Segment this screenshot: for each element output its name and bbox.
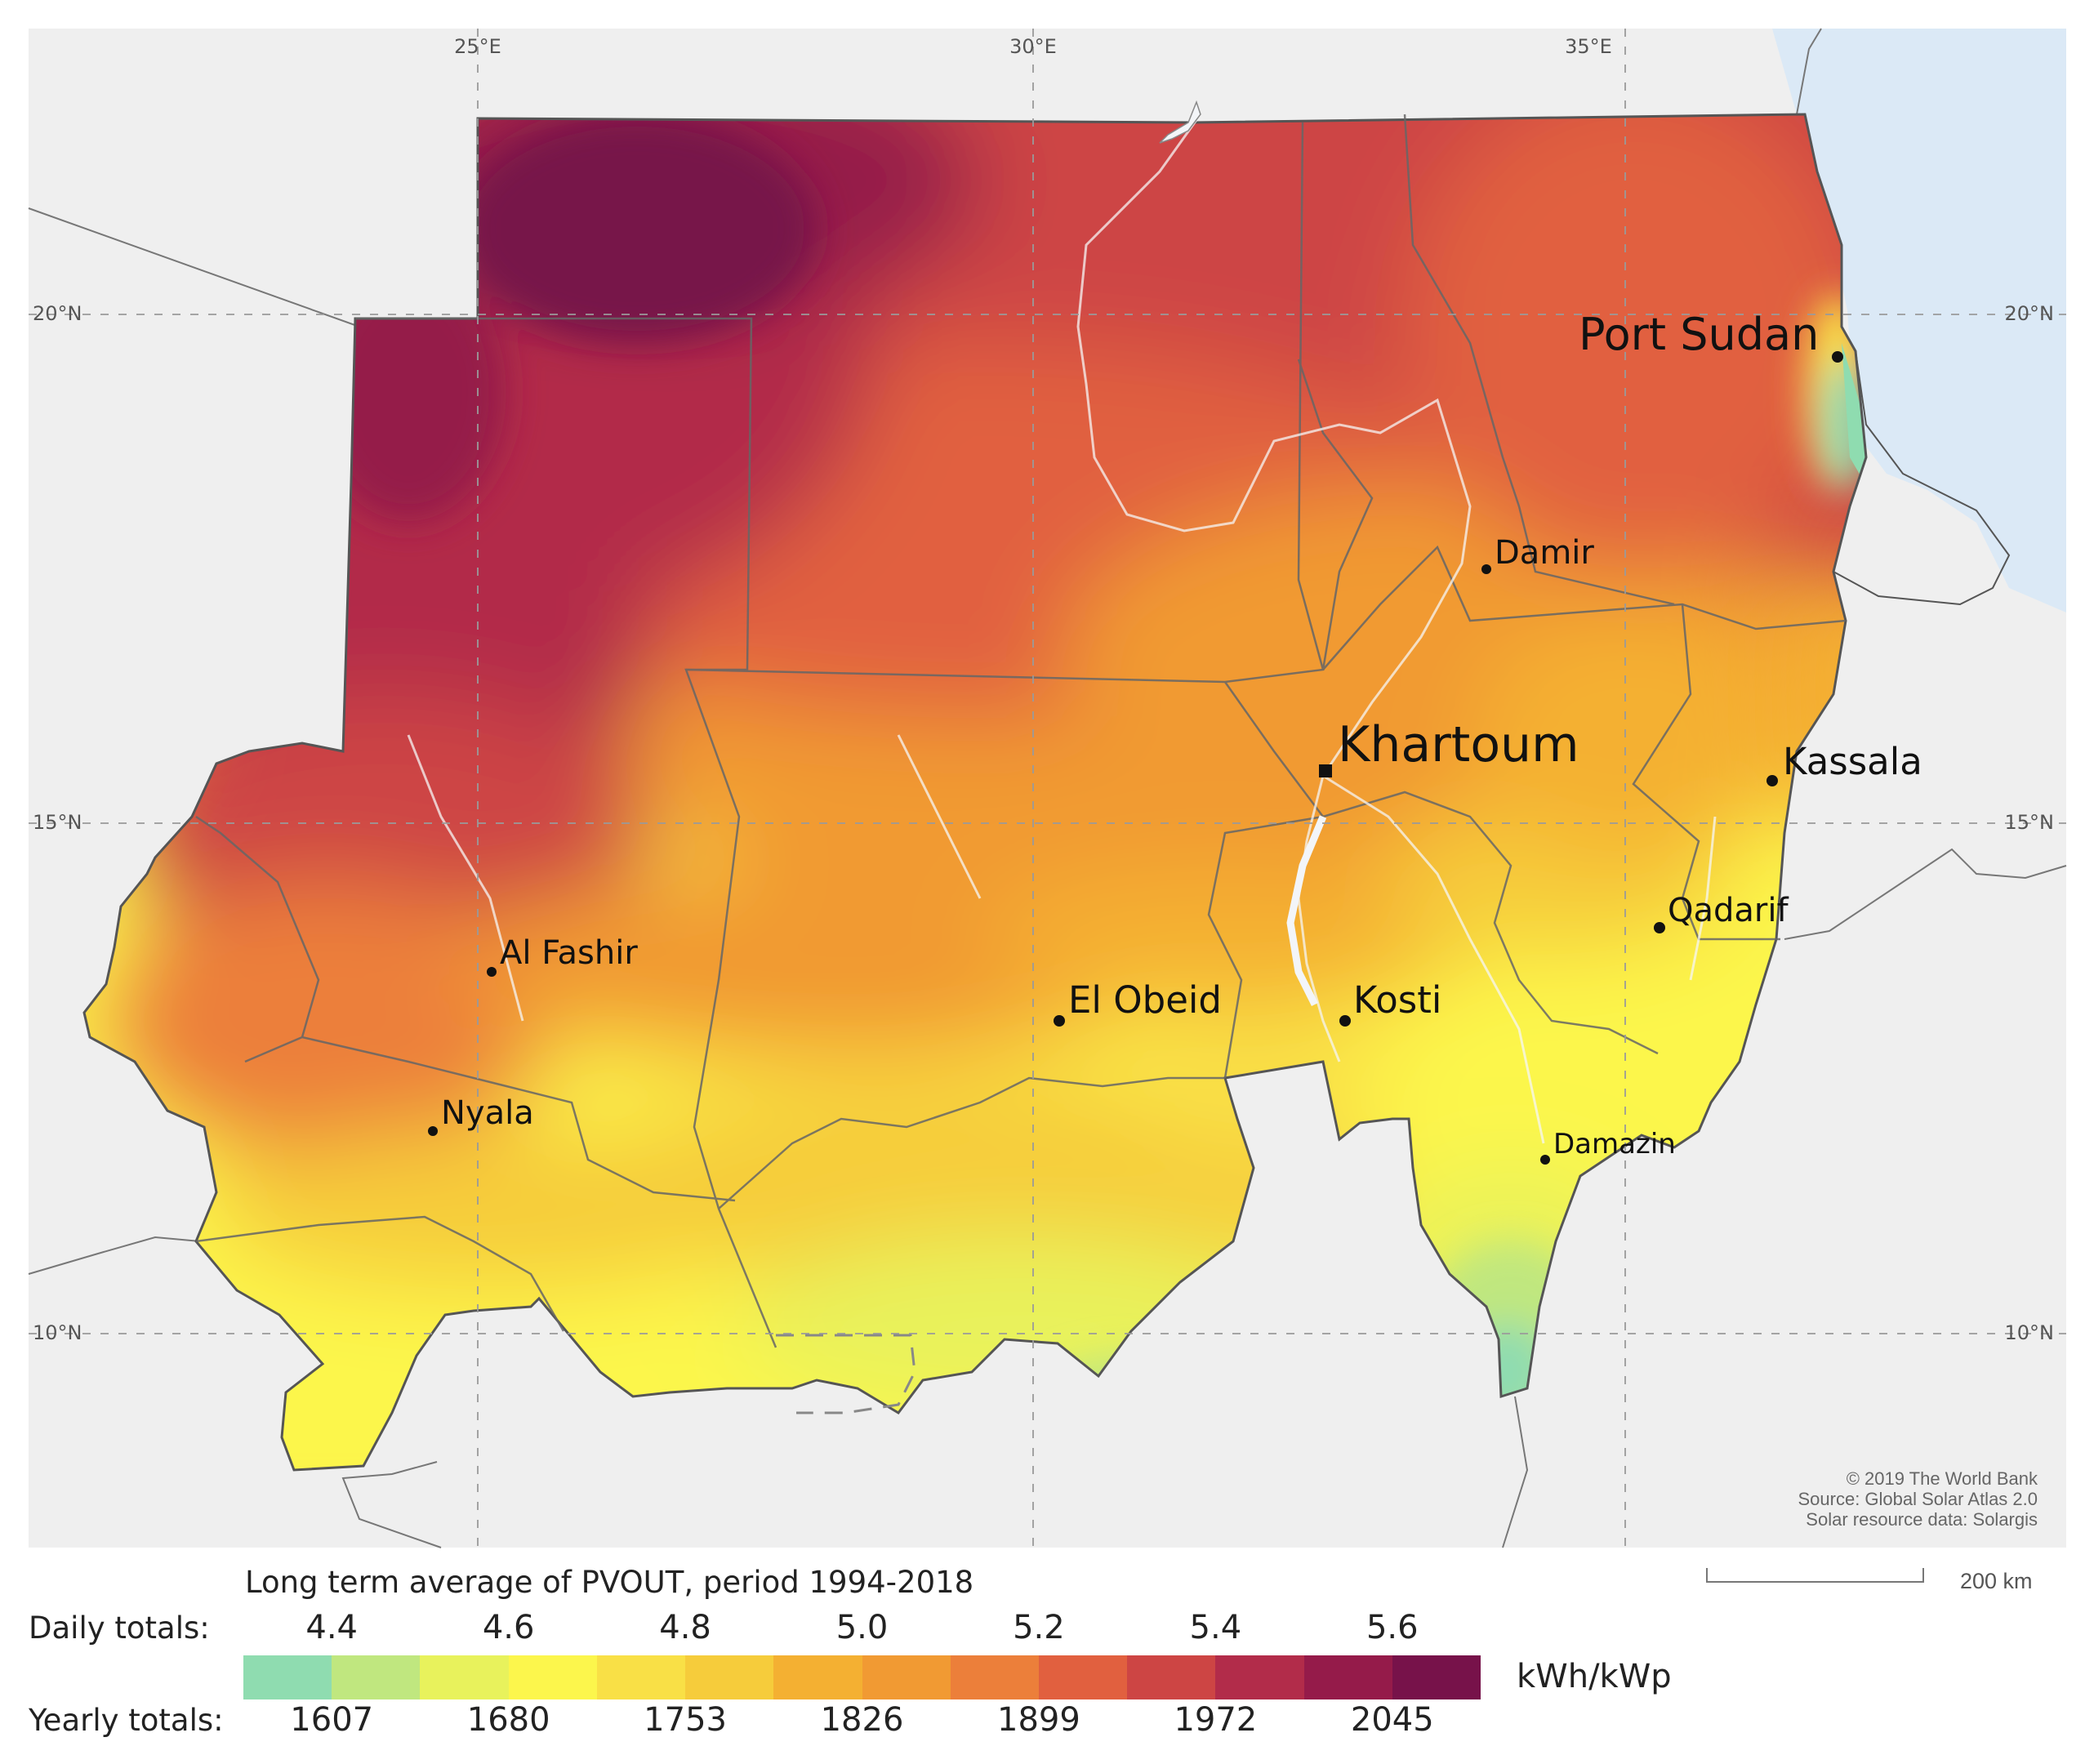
yearly-value: 1826	[820, 1701, 904, 1739]
legend-swatch	[685, 1655, 774, 1699]
lat-label-15-right: 15°N	[2005, 811, 2055, 834]
legend-swatch	[950, 1655, 1039, 1699]
legend-swatch	[332, 1655, 421, 1699]
daily-value: 5.6	[1365, 1609, 1419, 1646]
state-borders	[195, 114, 1847, 1348]
graticule	[29, 29, 2066, 1548]
legend-swatch	[862, 1655, 951, 1699]
abyei-area	[776, 1334, 916, 1414]
yearly-totals-label: Yearly totals:	[29, 1703, 224, 1738]
credit-line-2: Source: Global Solar Atlas 2.0	[1798, 1489, 2038, 1509]
daily-value: 5.0	[835, 1609, 889, 1646]
city-port-sudan: Port Sudan	[1579, 309, 1819, 360]
white-nile	[1286, 815, 1327, 1007]
lat-label-20-right: 20°N	[2005, 302, 2055, 325]
yearly-value: 1680	[466, 1701, 550, 1739]
map-credits: © 2019 The World Bank Source: Global Sol…	[1798, 1468, 2038, 1530]
lat-label-15-left: 15°N	[33, 811, 82, 834]
legend-swatch	[420, 1655, 509, 1699]
rivers	[407, 114, 1717, 1144]
daily-totals-label: Daily totals:	[29, 1610, 210, 1646]
lon-label-35: 35°E	[1565, 35, 1612, 58]
city-qadarif: Qadarif	[1668, 892, 1789, 929]
city-damazin: Damazin	[1553, 1128, 1676, 1160]
daily-value: 4.4	[305, 1609, 359, 1646]
lon-label-25: 25°E	[454, 35, 501, 58]
lat-label-10-left: 10°N	[33, 1321, 82, 1344]
yearly-value: 1972	[1174, 1701, 1258, 1739]
legend-swatch	[1392, 1655, 1481, 1699]
credit-line-3: Solar resource data: Solargis	[1806, 1509, 2038, 1530]
yearly-value: 1607	[290, 1701, 374, 1739]
yearly-value: 2045	[1350, 1701, 1434, 1739]
city-damir: Damir	[1495, 534, 1594, 572]
daily-value: 4.6	[482, 1609, 535, 1646]
scale-bar-label: 200 km	[1960, 1569, 2033, 1593]
yearly-value: 1753	[644, 1701, 727, 1739]
red-sea	[1772, 29, 2066, 612]
daily-value: 5.2	[1013, 1609, 1065, 1646]
lat-label-10-right: 10°N	[2005, 1321, 2055, 1344]
neighbor-borders	[28, 28, 2067, 1548]
city-el-obeid: El Obeid	[1068, 978, 1222, 1022]
city-kassala: Kassala	[1783, 740, 1922, 783]
daily-value: 5.4	[1189, 1609, 1242, 1646]
city-labels: Port Sudan Damir Khartoum Kassala Qadari…	[441, 309, 1922, 1160]
city-khartoum: Khartoum	[1338, 716, 1579, 773]
lat-label-20-left: 20°N	[33, 302, 82, 325]
legend-swatch	[1038, 1655, 1128, 1699]
pvout-surface	[84, 114, 1866, 1470]
legend-swatch	[596, 1655, 686, 1699]
lake-nasser	[1159, 100, 1201, 144]
graticule-labels: 25°E 30°E 35°E 20°N 20°N 15°N 15°N 10°N …	[33, 35, 2054, 1344]
city-al-fashir: Al Fashir	[500, 934, 638, 972]
daily-value: 4.8	[659, 1609, 711, 1646]
legend-swatch	[1127, 1655, 1216, 1699]
city-kosti: Kosti	[1353, 978, 1441, 1022]
lon-label-30: 30°E	[1009, 35, 1057, 58]
legend-swatch	[1215, 1655, 1304, 1699]
legend-swatch	[243, 1655, 332, 1699]
pvout-map: 25°E 30°E 35°E 20°N 20°N 15°N 15°N 10°N …	[28, 28, 2067, 1548]
city-nyala: Nyala	[441, 1094, 534, 1132]
legend-color-bar	[243, 1655, 1481, 1699]
yearly-value: 1899	[997, 1701, 1080, 1739]
legend-swatch	[773, 1655, 862, 1699]
city-markers	[428, 351, 1843, 1165]
legend-swatch	[508, 1655, 597, 1699]
credit-line-1: © 2019 The World Bank	[1847, 1468, 2038, 1489]
legend-title: Long term average of PVOUT, period 1994-…	[245, 1565, 974, 1600]
legend-unit: kWh/kWp	[1517, 1658, 1672, 1695]
legend-swatch	[1303, 1655, 1392, 1699]
